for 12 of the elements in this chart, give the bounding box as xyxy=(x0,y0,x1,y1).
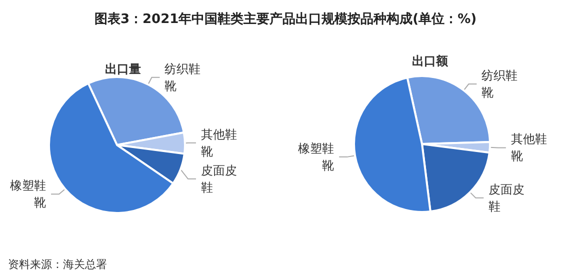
text: 资料来源：海关总署 xyxy=(8,258,107,271)
slice-label: 其他鞋靴 xyxy=(510,132,547,164)
slice-label: 纺织鞋靴 xyxy=(164,62,201,93)
slice-label: 皮面皮鞋 xyxy=(488,182,525,214)
chart-subtitle: 出口额 xyxy=(412,54,449,68)
chart-subtitle: 出口量 xyxy=(105,62,141,76)
slice-label: 橡塑鞋靴 xyxy=(298,141,334,172)
slice-label: 其他鞋靴 xyxy=(200,127,237,158)
text: 图表3：2021年中国鞋类主要产品出口规模按品种构成(单位：%) xyxy=(94,11,477,27)
slice-label: 皮面皮鞋 xyxy=(201,163,237,194)
slice-label: 橡塑鞋靴 xyxy=(10,178,46,210)
slice-label: 纺织鞋靴 xyxy=(482,68,518,100)
